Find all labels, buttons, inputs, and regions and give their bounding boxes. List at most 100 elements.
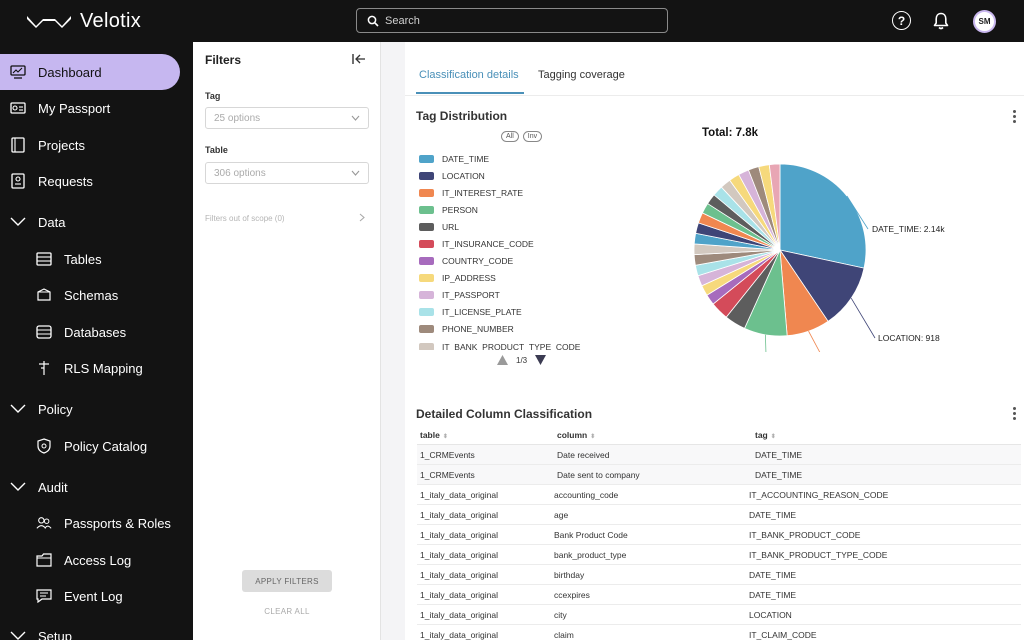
sidebar-item-schemas[interactable]: Schemas bbox=[0, 277, 118, 313]
cell-table: 1_italy_data_original bbox=[420, 609, 498, 620]
clear-all-button[interactable]: CLEAR ALL bbox=[242, 604, 332, 618]
table-row[interactable]: 1_italy_data_original age DATE_TIME bbox=[417, 505, 1021, 525]
legend-item[interactable]: IT_INSURANCE_CODE bbox=[419, 235, 609, 252]
help-icon[interactable]: ? bbox=[892, 11, 911, 30]
sidebar-item-label: Tables bbox=[64, 251, 102, 267]
pie-label-line bbox=[850, 297, 876, 339]
filters-out-of-scope[interactable]: Filters out of scope (0) bbox=[205, 213, 369, 223]
legend-item[interactable]: PERSON bbox=[419, 201, 609, 218]
search-input[interactable] bbox=[385, 14, 645, 27]
cell-table: 1_italy_data_original bbox=[420, 509, 498, 520]
legend-item[interactable]: IT_LICENSE_PLATE bbox=[419, 304, 609, 321]
table-row[interactable]: 1_italy_data_original Bank Product Code IT… bbox=[417, 525, 1021, 545]
chevron-down-icon bbox=[10, 479, 26, 495]
table-row[interactable]: 1_italy_data_original claim IT_CLAIM_CODE bbox=[417, 625, 1021, 640]
legend-all-button[interactable]: All bbox=[501, 131, 519, 142]
pie-slice[interactable] bbox=[779, 163, 867, 269]
column-header-tag[interactable]: tag ⬍ bbox=[755, 429, 776, 440]
user-avatar[interactable]: SM bbox=[973, 10, 996, 33]
sidebar-item-label: Policy Catalog bbox=[64, 438, 148, 454]
sidebar-item-tables[interactable]: Tables bbox=[0, 241, 102, 277]
collapse-panel-icon[interactable] bbox=[352, 52, 366, 70]
pager-down-icon[interactable] bbox=[535, 355, 547, 365]
cell-column: Date sent to company bbox=[557, 469, 640, 480]
legend-item[interactable]: DATE_TIME bbox=[419, 150, 609, 167]
cell-tag: DATE_TIME bbox=[749, 589, 797, 600]
cell-tag: DATE_TIME bbox=[755, 469, 803, 480]
search-box[interactable] bbox=[356, 8, 668, 33]
legend-item[interactable]: IT_PASSPORT bbox=[419, 287, 609, 304]
sidebar-group-label: Setup bbox=[38, 628, 72, 640]
table-row[interactable]: 1_CRMEvents Date sent to company DATE_TIME bbox=[417, 465, 1021, 485]
column-header-table[interactable]: table ⬍ bbox=[420, 429, 448, 440]
tag-filter-select[interactable]: 25 options bbox=[205, 107, 369, 129]
table-row[interactable]: 1_italy_data_original accounting_code IT_A… bbox=[417, 485, 1021, 505]
sidebar-item-dashboard[interactable]: Dashboard bbox=[0, 54, 180, 90]
legend-item[interactable]: IT_INTEREST_RATE bbox=[419, 184, 609, 201]
table-row[interactable]: 1_italy_data_original bank_product_type IT… bbox=[417, 545, 1021, 565]
cell-table: 1_italy_data_original bbox=[420, 569, 498, 580]
classification-title: Detailed Column Classification bbox=[416, 407, 593, 421]
legend-label: IP_ADDRESS bbox=[442, 273, 496, 284]
sidebar-item-projects[interactable]: Projects bbox=[0, 127, 85, 163]
pie-slice[interactable] bbox=[768, 163, 781, 251]
table-row[interactable]: 1_italy_data_original ccexpires DATE_TIME bbox=[417, 585, 1021, 605]
app-name: Velotix bbox=[80, 9, 142, 32]
legend-item[interactable]: LOCATION bbox=[419, 167, 609, 184]
sidebar-item-label: Databases bbox=[64, 324, 127, 340]
cell-table: 1_italy_data_original bbox=[420, 529, 498, 540]
legend-item[interactable]: URL bbox=[419, 218, 609, 235]
cell-column: Bank Product Code bbox=[554, 529, 628, 540]
passport-icon bbox=[10, 100, 26, 116]
rls-icon bbox=[36, 360, 52, 376]
sidebar-item-policy-catalog[interactable]: Policy Catalog bbox=[0, 428, 147, 464]
sidebar-group-label: Policy bbox=[38, 401, 73, 417]
legend-item[interactable]: COUNTRY_CODE bbox=[419, 253, 609, 270]
sidebar-group-label: Data bbox=[38, 214, 66, 230]
bell-icon[interactable] bbox=[933, 12, 949, 30]
chevron-down-icon bbox=[351, 113, 360, 124]
legend-item[interactable]: IT_BANK_PRODUCT_TYPE_CODE bbox=[419, 338, 609, 350]
database-icon bbox=[36, 324, 52, 340]
tag-distribution-title: Tag Distribution bbox=[416, 109, 508, 123]
sidebar: Dashboard My Passport Projects Requests … bbox=[0, 42, 193, 640]
sidebar-item-databases[interactable]: Databases bbox=[0, 314, 126, 350]
legend-invert-button[interactable]: Inv bbox=[522, 131, 543, 142]
legend-item[interactable]: PHONE_NUMBER bbox=[419, 321, 609, 338]
sidebar-item-my-passport[interactable]: My Passport bbox=[0, 90, 110, 126]
sidebar-group-policy[interactable]: Policy bbox=[0, 391, 73, 427]
table-row[interactable]: 1_italy_data_original city LOCATION bbox=[417, 605, 1021, 625]
sidebar-group-data[interactable]: Data bbox=[0, 204, 65, 240]
legend-pager: 1/3 bbox=[497, 355, 547, 365]
classification-table: table ⬍ column ⬍ tag ⬍ 1_CRMEvents Date rece… bbox=[417, 425, 1021, 640]
sidebar-item-passports-roles[interactable]: Passports & Roles bbox=[0, 505, 171, 541]
legend-label: IT_INSURANCE_CODE bbox=[442, 239, 534, 250]
column-header-column[interactable]: column ⬍ bbox=[557, 429, 596, 440]
table-filter-select[interactable]: 306 options bbox=[205, 162, 369, 184]
pie-slice[interactable] bbox=[779, 249, 865, 322]
sidebar-group-audit[interactable]: Audit bbox=[0, 469, 68, 505]
legend-item[interactable]: IP_ADDRESS bbox=[419, 270, 609, 287]
tag-distribution-menu-icon[interactable] bbox=[1013, 110, 1017, 125]
sidebar-item-requests[interactable]: Requests bbox=[0, 163, 93, 199]
chart-legend: DATE_TIME LOCATION IT_INTEREST_RATE PERSON U… bbox=[419, 150, 609, 350]
apply-filters-button[interactable]: APPLY FILTERS bbox=[242, 570, 332, 592]
sidebar-item-access-log[interactable]: Access Log bbox=[0, 542, 131, 578]
cell-column: accounting_code bbox=[554, 489, 619, 500]
sidebar-item-label: RLS Mapping bbox=[64, 360, 143, 376]
tab-classification-details[interactable]: Classification details bbox=[419, 69, 519, 81]
table-row[interactable]: 1_italy_data_original birthday DATE_TIME bbox=[417, 565, 1021, 585]
cell-tag: IT_ACCOUNTING_REASON_CODE bbox=[749, 489, 889, 500]
tag-filter-placeholder: 25 options bbox=[214, 112, 261, 124]
filters-out-of-scope-label: Filters out of scope (0) bbox=[205, 214, 285, 223]
sidebar-item-event-log[interactable]: Event Log bbox=[0, 578, 123, 614]
tab-tagging-coverage[interactable]: Tagging coverage bbox=[538, 69, 625, 81]
sidebar-item-rls-mapping[interactable]: RLS Mapping bbox=[0, 350, 143, 386]
legend-swatch bbox=[419, 291, 434, 300]
classification-menu-icon[interactable] bbox=[1013, 407, 1017, 422]
app-logo[interactable]: Velotix bbox=[26, 10, 141, 33]
table-row[interactable]: 1_CRMEvents Date received DATE_TIME bbox=[417, 445, 1021, 465]
sidebar-group-setup[interactable]: Setup bbox=[0, 618, 72, 640]
pager-up-icon[interactable] bbox=[497, 355, 508, 365]
